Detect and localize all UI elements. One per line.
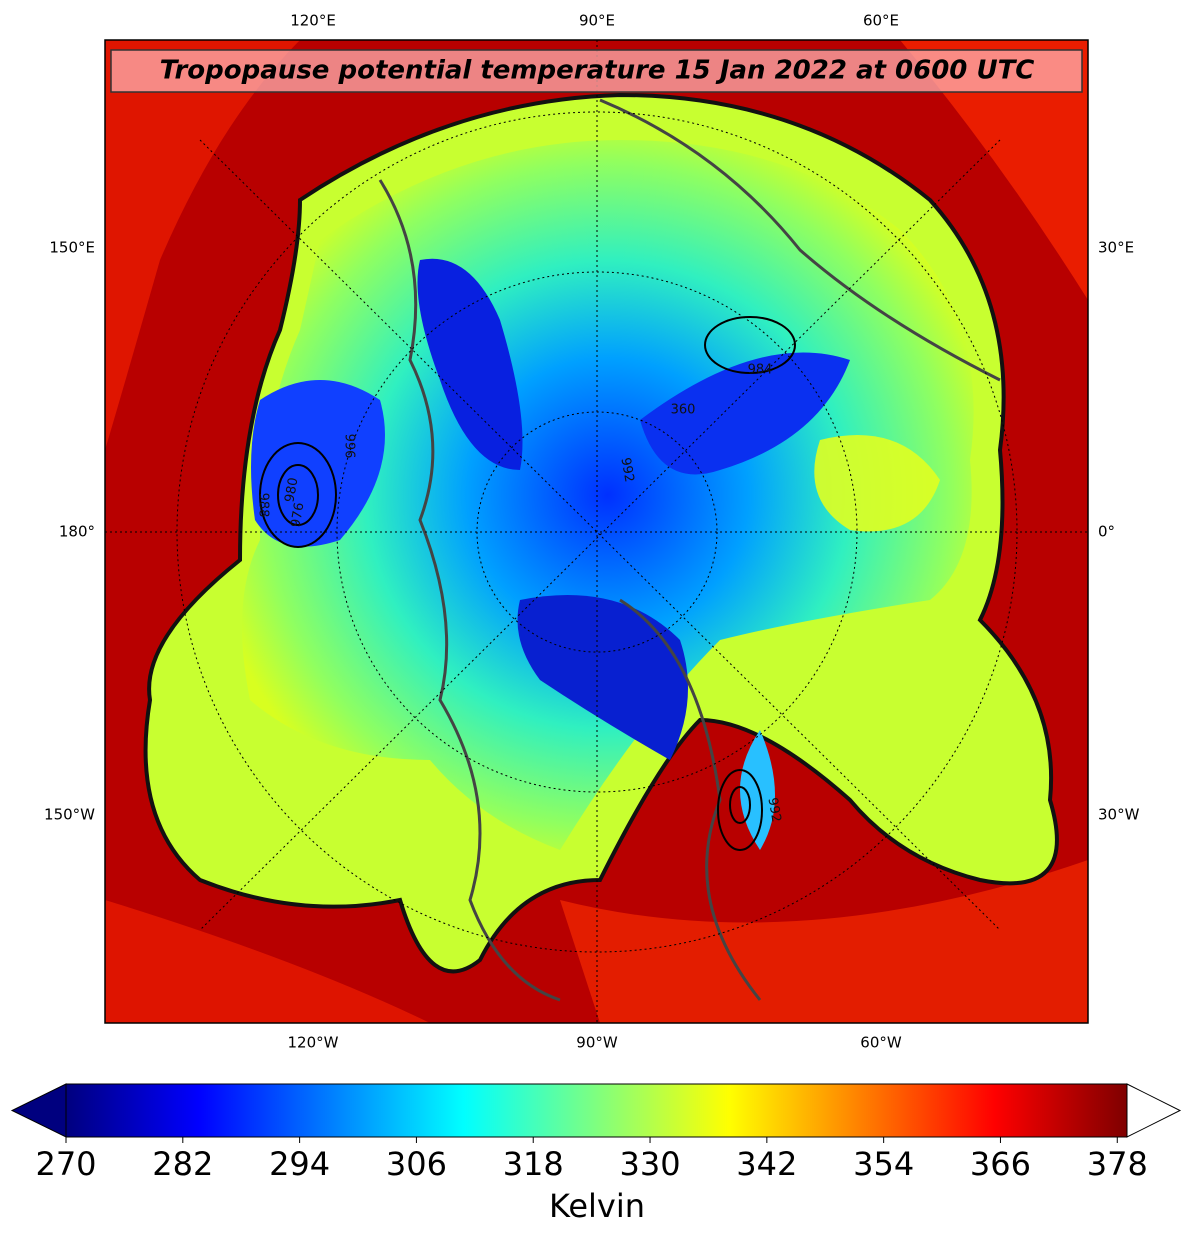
- lon-label: 90°E: [579, 12, 615, 30]
- lon-label: 150°W: [44, 806, 95, 824]
- map-field: [105, 40, 1088, 1023]
- lon-label: 0°: [1098, 523, 1115, 541]
- contour-label: 996: [342, 434, 357, 459]
- title-box: [110, 49, 1083, 93]
- colorbar-tick-label: 294: [269, 1145, 330, 1183]
- lon-labels: 120°E 90°E 60°E 150°E 180° 150°W 30°E 0° 30°W 120…: [44, 12, 1140, 1052]
- lon-label: 180°: [59, 523, 95, 541]
- lon-label: 30°E: [1098, 239, 1134, 257]
- lon-label: 30°W: [1098, 806, 1140, 824]
- lon-label: 150°E: [49, 239, 95, 257]
- colorbar-extend-high: [1126, 1083, 1182, 1138]
- colorbar-label: Kelvin: [549, 1187, 645, 1225]
- colorbar-body: [65, 1083, 1128, 1138]
- map-title: Tropopause potential temperature 15 Jan …: [160, 56, 1035, 86]
- contour-label: 360: [671, 403, 696, 418]
- colorbar-tick-label: 366: [970, 1145, 1031, 1183]
- lon-label: 90°W: [576, 1034, 618, 1052]
- lon-label: 60°E: [863, 12, 899, 30]
- colorbar-tick-label: 318: [503, 1145, 564, 1183]
- colorbar-tick-label: 270: [35, 1145, 96, 1183]
- contour-label: 992: [764, 796, 783, 823]
- contour-label: 980: [282, 476, 301, 503]
- colorbar-tick-label: 282: [152, 1145, 213, 1183]
- contour-label: 976: [288, 501, 307, 528]
- colorbar-tick-label: 342: [736, 1145, 797, 1183]
- colorbar-tick-label: 306: [386, 1145, 447, 1183]
- contour-labels: 996 980 988 976 984 992 360 992: [256, 363, 784, 824]
- lon-label: 120°E: [290, 12, 336, 30]
- contour-label: 992: [617, 456, 636, 483]
- lon-label: 60°W: [860, 1034, 902, 1052]
- colorbar-tick-label: 330: [619, 1145, 680, 1183]
- contour-label: 984: [748, 363, 773, 378]
- contour-label: 988: [256, 493, 271, 518]
- lon-label: 120°W: [288, 1034, 339, 1052]
- map-frame: [104, 39, 1089, 1024]
- colorbar-tick-label: 354: [853, 1145, 914, 1183]
- colorbar-tick-label: 378: [1087, 1145, 1148, 1183]
- colorbar-extend-low: [10, 1083, 67, 1138]
- colorbar: 270 282 294 306 318 330 342 354 366 378 Kelvin: [10, 1083, 1182, 1225]
